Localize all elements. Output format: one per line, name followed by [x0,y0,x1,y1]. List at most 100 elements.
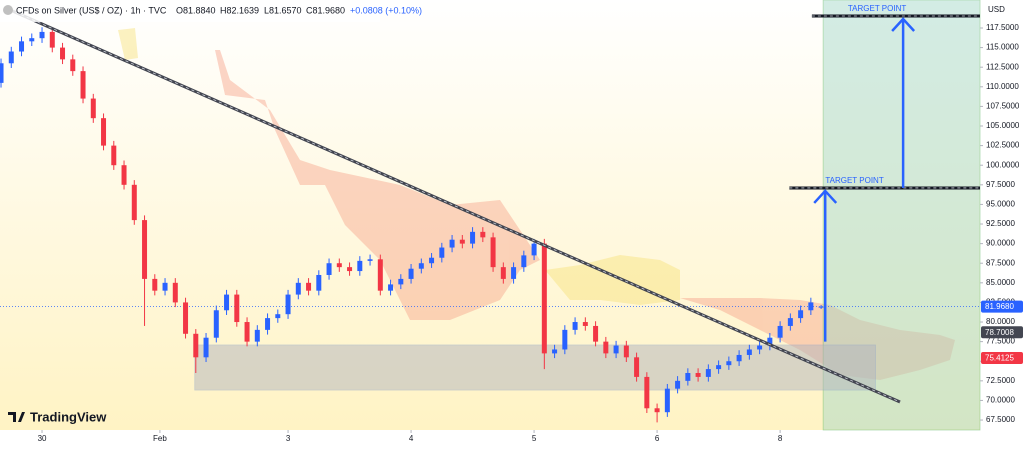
candle-body [777,325,783,338]
candle-body [572,322,578,330]
x-tick-label: Feb [153,434,167,443]
candle-body [459,239,465,244]
candle-body [234,294,240,323]
candle-body [142,220,148,279]
candle-body [162,282,168,291]
change: +0.0808 (+0.10%) [350,5,422,15]
x-tick-label: 4 [409,434,414,443]
candle-body [285,294,291,315]
candle-body [398,278,404,285]
candle-body [101,118,107,146]
candle-body [767,337,773,346]
candle-body [705,369,711,377]
candle-body [798,310,804,319]
candle-body [480,231,486,238]
x-tick-label: 30 [38,434,47,443]
candle-body [357,260,363,272]
candle-body [685,372,691,381]
open: O81.8840 [176,5,216,15]
candle-body [80,71,86,99]
symbol-icon [3,5,13,15]
y-tick-label: 87.5000 [986,258,1015,267]
candle-body [326,263,332,275]
candle-body [244,322,250,342]
x-tick-label: 3 [286,434,291,443]
candle-body [439,247,445,258]
x-tick-label: 6 [655,434,660,443]
y-tick-label: 110.0000 [986,82,1019,91]
price-label: 75.4125 [985,354,1014,363]
y-tick-label: 90.0000 [986,239,1015,248]
y-tick-label: 77.5000 [986,337,1015,346]
candle-body [131,184,137,221]
candle-body [60,47,66,60]
candle-body [808,302,814,311]
candle-body [265,318,271,330]
candle-body [316,274,322,291]
candle-body [388,284,394,291]
candle-body [541,243,547,354]
candle-body [521,255,527,268]
candle-body [511,267,517,279]
candle-body [603,341,609,354]
target-label: TARGET POINT [848,4,906,13]
candle-body [29,38,35,42]
y-tick-label: 100.0000 [986,160,1020,169]
candle-body [275,314,281,319]
candle-body [531,243,537,256]
y-tick-label: 97.5000 [986,180,1015,189]
candle-body [111,145,117,166]
brand-logo: TradingView [8,409,107,424]
candle-body [470,231,476,244]
y-tick-label: 105.0000 [986,121,1020,130]
y-tick-label: 80.0000 [986,317,1015,326]
candle-body [306,282,312,291]
candle-body [183,302,189,334]
candle-body [367,259,373,261]
y-tick-label: 92.5000 [986,219,1015,228]
y-tick-label: 95.0000 [986,200,1015,209]
candle-body [449,239,455,248]
price-label: 78.7008 [985,328,1014,337]
candle-body [121,165,127,185]
candle-body [644,376,650,409]
target-arrowhead [891,17,916,32]
candle-body [429,257,435,264]
candle-body [695,372,701,377]
support-zone [194,344,876,391]
candle-body [336,263,342,268]
candle-body [818,306,824,308]
candle-body [90,98,96,119]
candle-body [613,345,619,354]
candle-body [552,349,558,354]
candle-body [757,345,763,350]
y-tick-label: 67.5000 [986,415,1015,424]
ichimoku-cloud [118,28,955,380]
y-tick-label: 72.5000 [986,376,1015,385]
candle-body [675,380,681,389]
currency: USD [988,5,1005,14]
y-tick-label: 70.0000 [986,396,1015,405]
y-tick-label: 85.0000 [986,278,1015,287]
candle-body [203,337,209,358]
candle-body [736,354,742,362]
candle-body [634,357,640,377]
candle-body [593,325,599,342]
candle-body [623,345,629,358]
legend-background [0,0,380,22]
candle-body [787,318,793,326]
x-tick-label: 8 [778,434,783,443]
candle-body [8,51,14,64]
candle-body [664,388,670,413]
candle-body [295,282,301,295]
target-arrowhead [813,189,838,204]
candle-body [490,237,496,268]
brand: TradingView [30,409,107,424]
candle-body [582,322,588,326]
x-tick-label: 5 [532,434,537,443]
close: C81.9680 [306,5,345,15]
candle-body [224,294,230,311]
candle-body [0,63,4,83]
